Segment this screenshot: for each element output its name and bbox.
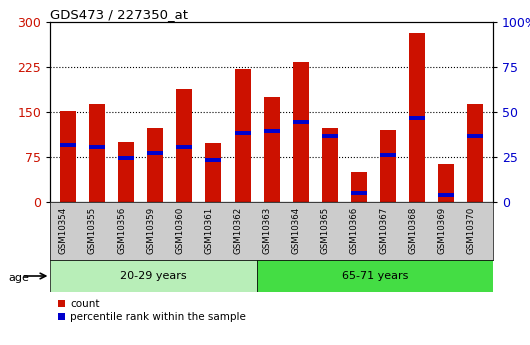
Bar	[293, 62, 309, 202]
Text: GSM10363: GSM10363	[263, 207, 271, 254]
Bar	[234, 69, 251, 202]
Text: GSM10356: GSM10356	[117, 207, 126, 254]
Bar	[438, 164, 454, 202]
Bar	[118, 156, 134, 160]
Bar	[50, 260, 257, 292]
Bar	[89, 104, 105, 202]
Text: GSM10369: GSM10369	[437, 207, 446, 254]
Bar	[60, 111, 76, 202]
Text: GSM10368: GSM10368	[408, 207, 417, 254]
Bar	[147, 151, 163, 155]
Bar	[60, 143, 76, 147]
Bar	[257, 260, 493, 292]
Text: age: age	[8, 273, 29, 283]
Bar	[351, 191, 367, 195]
Text: GSM10355: GSM10355	[88, 207, 97, 254]
Bar	[206, 143, 222, 202]
Bar	[118, 142, 134, 202]
Bar	[263, 129, 280, 134]
Text: GDS473 / 227350_at: GDS473 / 227350_at	[50, 8, 188, 21]
Bar	[263, 97, 280, 202]
Text: GSM10361: GSM10361	[205, 207, 214, 254]
Bar	[293, 120, 309, 125]
Bar	[409, 116, 425, 120]
Bar	[234, 131, 251, 135]
Text: GSM10360: GSM10360	[175, 207, 184, 254]
Bar	[322, 134, 338, 138]
Bar	[206, 158, 222, 162]
Bar	[467, 104, 483, 202]
Bar	[147, 128, 163, 202]
Text: 20-29 years: 20-29 years	[120, 271, 187, 281]
Text: GSM10354: GSM10354	[59, 207, 68, 254]
Legend: count, percentile rank within the sample: count, percentile rank within the sample	[56, 297, 248, 324]
Text: GSM10370: GSM10370	[466, 207, 475, 254]
Bar	[351, 172, 367, 202]
Bar	[380, 153, 396, 157]
Bar	[322, 128, 338, 202]
Text: GSM10359: GSM10359	[146, 207, 155, 254]
Bar	[467, 134, 483, 138]
Bar	[89, 145, 105, 149]
Bar	[438, 193, 454, 197]
Text: 65-71 years: 65-71 years	[342, 271, 408, 281]
Text: GSM10362: GSM10362	[234, 207, 243, 254]
Text: GSM10365: GSM10365	[321, 207, 330, 254]
Bar	[176, 145, 192, 149]
Text: GSM10367: GSM10367	[379, 207, 388, 254]
Text: GSM10364: GSM10364	[292, 207, 301, 254]
Bar	[409, 32, 425, 202]
Bar	[380, 130, 396, 202]
Text: GSM10366: GSM10366	[350, 207, 359, 254]
Bar	[176, 89, 192, 202]
